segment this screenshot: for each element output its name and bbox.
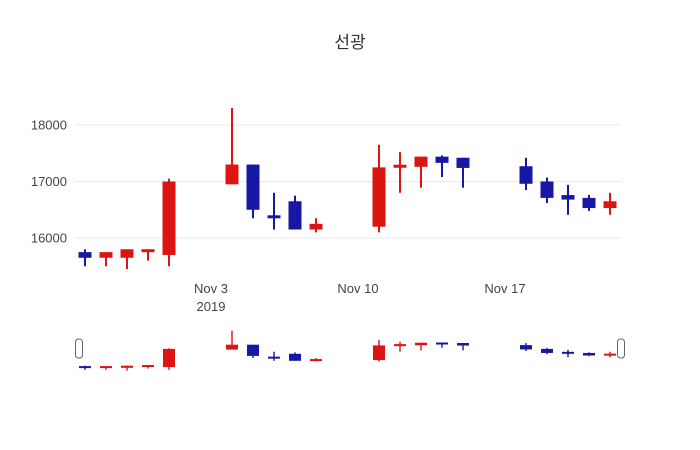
candle: [79, 365, 91, 370]
candle: [457, 343, 469, 351]
candle: [561, 184, 575, 215]
rangeslider[interactable]: [75, 328, 625, 374]
candle-body: [120, 249, 134, 258]
rangeslider-track[interactable]: [75, 328, 621, 374]
candle: [310, 358, 322, 362]
candle: [583, 352, 595, 357]
candle-body: [100, 366, 112, 369]
candle-body: [309, 223, 323, 230]
candle-body: [582, 197, 596, 209]
candle-body: [520, 345, 532, 350]
candle-body: [561, 195, 575, 200]
candle-body: [246, 164, 260, 210]
candle: [519, 157, 533, 190]
candle-body: [288, 201, 302, 230]
y-tick-label: 17000: [31, 174, 67, 189]
candle-body: [373, 345, 385, 361]
candle: [121, 365, 133, 371]
candles-layer: [78, 108, 617, 270]
candle: [394, 341, 406, 352]
x-tick-label: Nov 10: [337, 281, 378, 296]
candle-body: [79, 366, 91, 369]
candle: [163, 348, 175, 370]
gridlines: [75, 124, 621, 239]
candle: [562, 349, 574, 358]
candle-body: [78, 252, 92, 258]
rangeslider-handle-right[interactable]: [617, 338, 625, 359]
candle-body: [436, 342, 448, 345]
x-tick-label: 2019: [197, 299, 226, 314]
y-axis-labels: 16000 17000 18000: [31, 118, 67, 246]
candle-body: [541, 348, 553, 353]
candle: [520, 343, 532, 351]
candle: [267, 192, 281, 230]
candle: [415, 342, 427, 351]
candle: [268, 351, 280, 361]
candle-body: [289, 353, 301, 361]
candle-body: [394, 344, 406, 347]
x-tick-label: Nov 17: [484, 281, 525, 296]
candle-body: [519, 166, 533, 184]
candle-body: [267, 215, 281, 219]
candle: [414, 156, 428, 188]
x-axis-labels: Nov 3 2019 Nov 10 Nov 17: [194, 281, 526, 314]
candle: [142, 365, 154, 369]
candle: [603, 192, 617, 215]
candle: [435, 155, 449, 177]
candle-body: [603, 201, 617, 209]
candle: [309, 218, 323, 233]
candle: [100, 366, 112, 370]
chart-title: 선광: [334, 33, 365, 52]
candle: [247, 344, 259, 358]
candle: [225, 108, 239, 185]
x-tick-label: Nov 3: [194, 281, 228, 296]
candle-body: [163, 348, 175, 368]
candle-body: [99, 252, 113, 258]
candle-body: [414, 156, 428, 167]
candle: [120, 249, 134, 270]
candle: [141, 249, 155, 261]
candle-body: [141, 249, 155, 253]
candle: [162, 178, 176, 267]
candle-body: [415, 342, 427, 346]
candle: [288, 195, 302, 230]
candle: [372, 144, 386, 233]
candle-body: [247, 344, 259, 356]
y-tick-label: 18000: [31, 118, 67, 133]
candle-body: [562, 351, 574, 354]
candle: [456, 157, 470, 188]
candle-body: [268, 356, 280, 359]
candle-body: [310, 359, 322, 362]
candle: [582, 195, 596, 211]
candle-body: [457, 343, 469, 346]
candle: [289, 352, 301, 361]
candle: [373, 339, 385, 362]
rangeslider-candles: [79, 330, 616, 371]
candle: [540, 177, 554, 203]
candle-body: [604, 353, 616, 356]
candle-body: [540, 181, 554, 198]
candle-body: [121, 365, 133, 368]
candle-body: [226, 344, 238, 350]
candle-body: [225, 164, 239, 185]
candle: [226, 330, 238, 350]
candle-body: [142, 365, 154, 368]
candle: [78, 249, 92, 267]
candle: [246, 164, 260, 219]
candle: [393, 152, 407, 193]
candle-body: [372, 167, 386, 227]
candle: [604, 351, 616, 358]
candle-body: [583, 352, 595, 356]
candle: [436, 342, 448, 348]
candle: [541, 347, 553, 355]
candle-body: [162, 181, 176, 255]
rangeslider-handle-left[interactable]: [75, 338, 83, 359]
candle: [99, 252, 113, 267]
candle-body: [456, 157, 470, 168]
candle-body: [435, 156, 449, 163]
candle-body: [393, 164, 407, 168]
y-tick-label: 16000: [31, 231, 67, 246]
